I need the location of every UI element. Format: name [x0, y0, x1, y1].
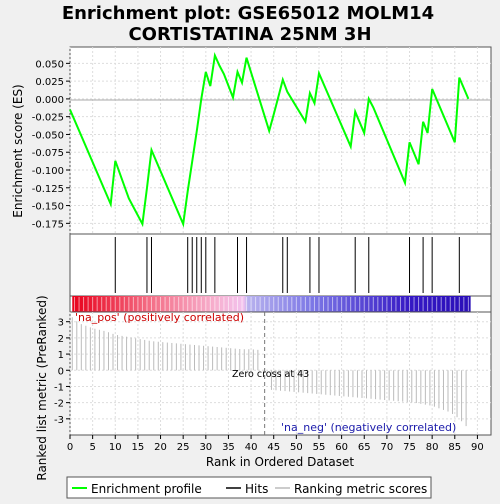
pos-correlated-label: 'na_pos' (positively correlated)	[75, 311, 244, 324]
legend-label-hits: Hits	[245, 482, 268, 496]
hits-area	[69, 233, 492, 297]
es-y-tick-label: -0.150	[32, 202, 64, 213]
zero-cross-label: Zero cross at 43	[232, 369, 309, 380]
metric-y-tick-label: -2	[54, 399, 64, 410]
x-tick-label: 20	[154, 442, 167, 453]
x-axis-label: Rank in Ordered Dataset	[206, 455, 354, 469]
es-y-axis-label: Enrichment score (ES)	[11, 84, 25, 217]
es-panel: 0.050 0.025 0.000 -0.025 -0.050 -0.075 -0.100 -…	[11, 46, 492, 235]
enrichment-profile-line	[69, 51, 470, 228]
x-tick-label: 85	[448, 442, 461, 453]
metric-y-tick-label: 0	[58, 366, 64, 377]
legend-label-enrichment-profile: Enrichment profile	[91, 482, 202, 496]
x-ticks: 0 5 10 15 20 25 30 35 40 45 50 55 60 65 70 75 80 85 90	[67, 435, 484, 453]
x-tick-label: 55	[313, 442, 326, 453]
metric-y-ticks: 3 2 1 0 -1 -2 -3	[54, 318, 70, 426]
legend: Enrichment profile Hits Ranking metric s…	[66, 476, 432, 499]
metric-grid	[69, 312, 491, 435]
neg-correlated-label: 'na_neg' (negatively correlated)	[281, 421, 456, 434]
hit-marks	[114, 237, 460, 293]
legend-label-ranking-metric: Ranking metric scores	[294, 482, 427, 496]
ranking-metric-bars	[71, 317, 467, 427]
es-y-tick-label: -0.075	[32, 148, 64, 159]
x-tick-label: 60	[335, 442, 348, 453]
es-y-tick-label: -0.175	[32, 219, 64, 230]
es-y-tick-label: 0.025	[35, 77, 64, 88]
x-tick-label: 75	[403, 442, 416, 453]
x-tick-label: 80	[426, 442, 439, 453]
es-y-tick-label: 0.050	[35, 59, 64, 70]
metric-y-tick-label: -3	[54, 415, 64, 426]
rank-color-bar-stripes	[74, 297, 469, 311]
chart-title-line1: Enrichment plot: GSE65012 MOLM14	[62, 3, 434, 24]
hits-panel	[69, 233, 492, 297]
metric-y-axis-label: Ranked list metric (PreRanked)	[35, 295, 49, 480]
x-tick-label: 40	[245, 442, 258, 453]
es-y-tick-label: -0.025	[32, 113, 64, 124]
es-y-tick-label: -0.125	[32, 184, 64, 195]
x-tick-label: 5	[89, 442, 95, 453]
es-y-tick-label: 0.000	[35, 95, 64, 106]
metric-y-tick-label: 1	[58, 350, 64, 361]
metric-y-tick-label: -1	[54, 382, 64, 393]
x-tick-label: 25	[177, 442, 190, 453]
rank-color-bar-panel	[69, 295, 492, 313]
x-tick-label: 30	[199, 442, 212, 453]
x-tick-label: 90	[471, 442, 484, 453]
chart-title-line2: CORTISTATINA 25NM 3H	[128, 24, 371, 45]
es-y-tick-label: -0.050	[32, 130, 64, 141]
metric-y-tick-label: 2	[58, 334, 64, 345]
es-y-ticks: 0.050 0.025 0.000 -0.025 -0.050 -0.075 -0.100 -…	[32, 59, 70, 230]
metric-y-tick-label: 3	[58, 318, 64, 329]
x-tick-label: 50	[290, 442, 303, 453]
rank-color-bar	[72, 296, 471, 312]
metric-panel: Zero cross at 43 'na_pos' (positively co…	[35, 295, 492, 481]
x-tick-label: 10	[109, 442, 122, 453]
x-tick-label: 70	[381, 442, 394, 453]
legend-box	[66, 476, 432, 499]
x-tick-label: 0	[67, 442, 73, 453]
x-tick-label: 65	[358, 442, 371, 453]
x-tick-label: 35	[222, 442, 235, 453]
x-tick-label: 45	[267, 442, 280, 453]
x-tick-label: 15	[132, 442, 145, 453]
es-y-tick-label: -0.100	[32, 166, 64, 177]
